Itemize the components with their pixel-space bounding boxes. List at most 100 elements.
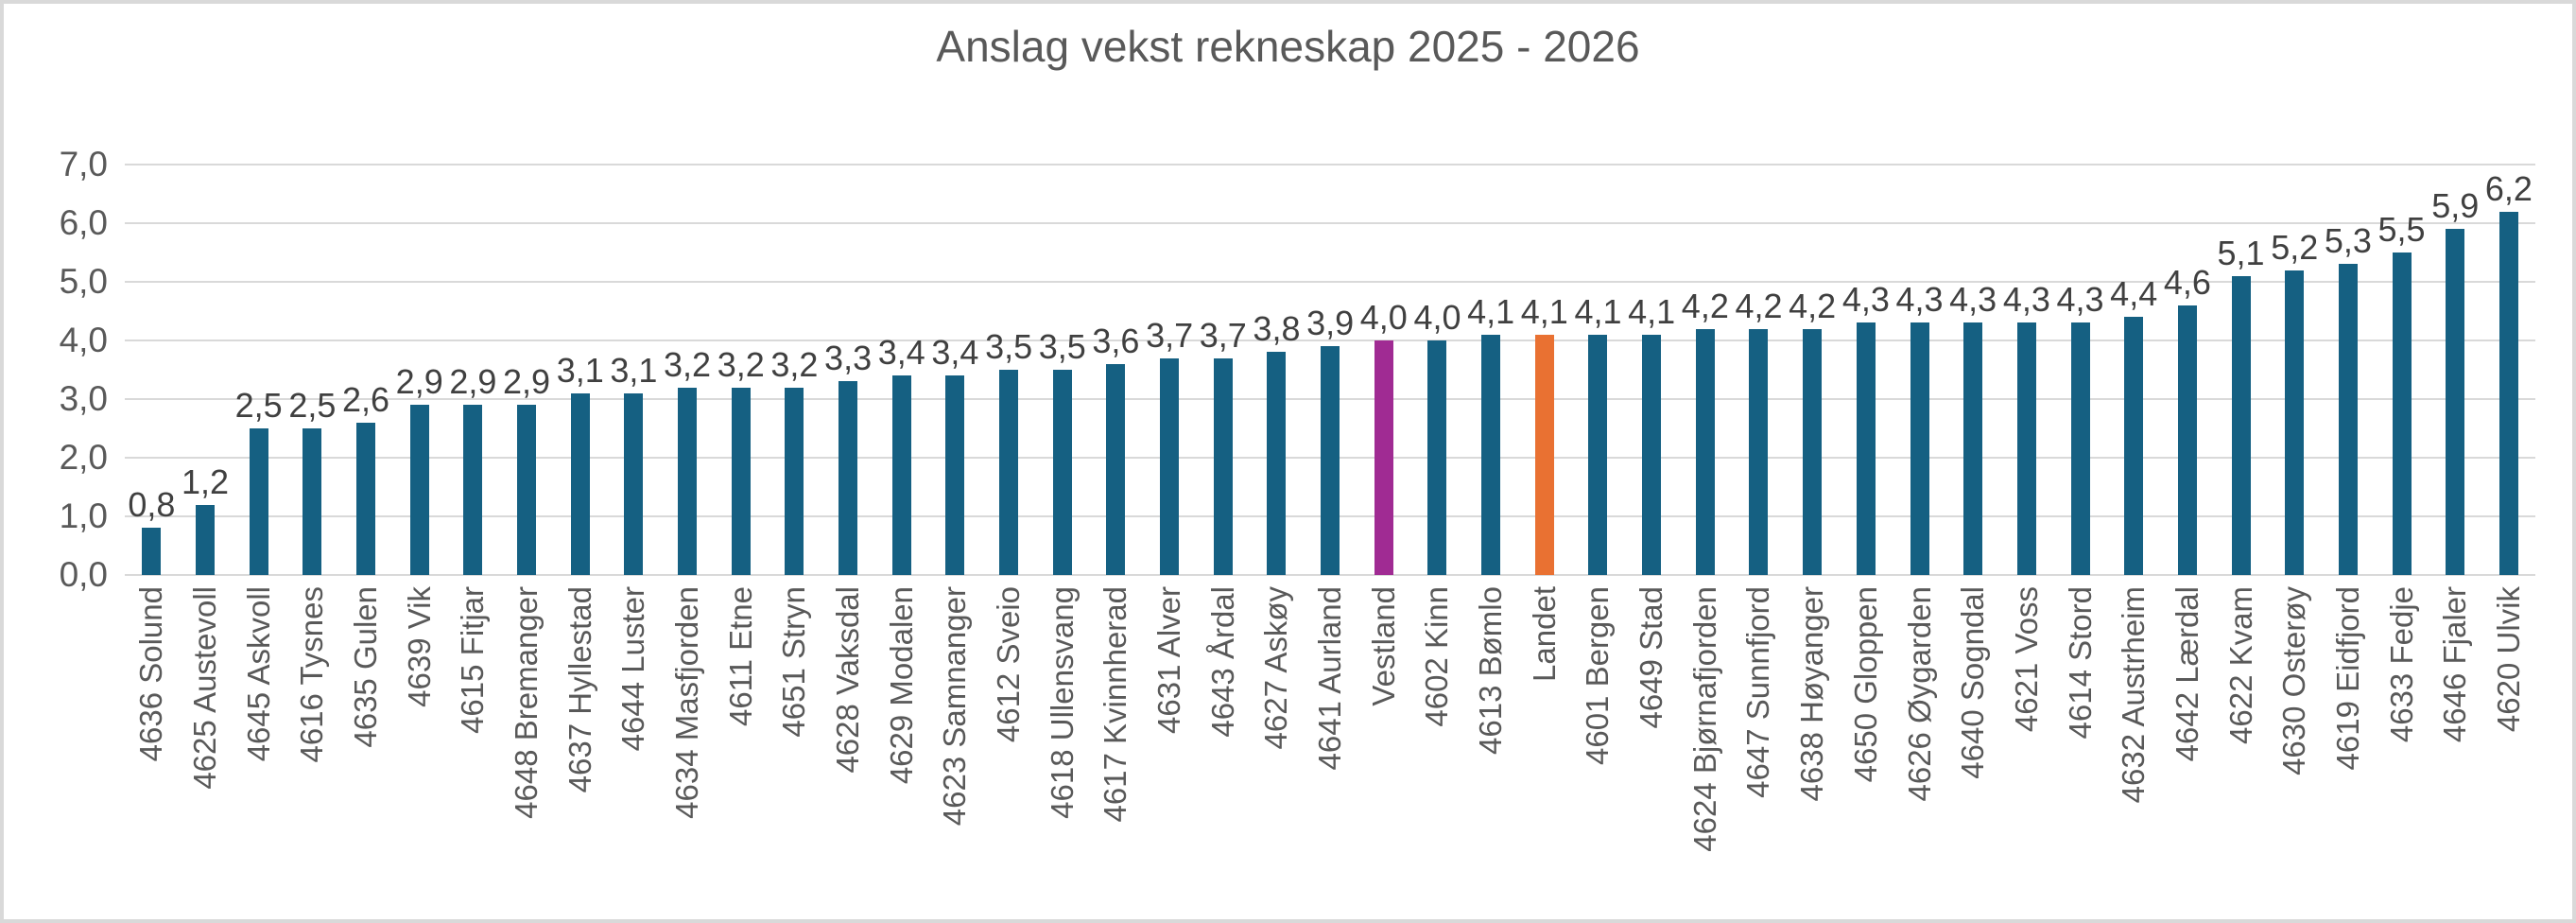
x-axis-tick-label: 4613 Bømlo — [1473, 586, 1509, 755]
bar-vestland — [1374, 340, 1393, 575]
x-axis-cell: 4630 Osterøy — [2268, 586, 2322, 852]
gridline — [125, 340, 2535, 341]
bar-4622-kvam — [2231, 275, 2251, 575]
x-axis-tick-label: 4602 Kinn — [1419, 586, 1455, 727]
x-axis-tick-label: 4647 Sunnfjord — [1740, 586, 1776, 798]
bar-value-label: 4,1 — [1574, 291, 1622, 331]
bar-4642-lærdal — [2177, 305, 2197, 575]
bar-value-label: 3,5 — [1038, 327, 1086, 366]
x-axis-cell: 4611 Etne — [714, 586, 768, 852]
bar-value-label: 4,2 — [1789, 286, 1837, 325]
bar-cell: 2,5 — [232, 165, 285, 575]
x-axis-tick-label: 4630 Osterøy — [2276, 586, 2312, 775]
bar-4635-gulen — [356, 422, 376, 575]
x-axis-tick-label: 4645 Askvoll — [240, 586, 276, 762]
bar-cell: 5,2 — [2268, 165, 2322, 575]
x-axis-cell: 4650 Gloppen — [1840, 586, 1893, 852]
bar-value-label: 4,6 — [2163, 262, 2211, 302]
x-axis-tick-label: 4636 Solund — [133, 586, 169, 762]
x-axis-cell: 4619 Eidfjord — [2322, 586, 2376, 852]
bar-value-label: 3,1 — [556, 350, 604, 390]
bar-cell: 2,6 — [339, 165, 393, 575]
y-axis-tick-label: 1,0 — [59, 496, 108, 535]
x-axis-cell: 4623 Samnanger — [928, 586, 982, 852]
bar-value-label: 4,3 — [1949, 280, 1997, 320]
x-axis-tick-label: 4617 Kvinnherad — [1098, 586, 1133, 823]
x-axis-cell: 4625 Austevoll — [179, 586, 233, 852]
x-axis-cell: 4615 Fitjar — [446, 586, 500, 852]
bar-cell: 3,3 — [821, 165, 875, 575]
bar-cell: 4,0 — [1357, 165, 1410, 575]
x-axis-cell: 4643 Årdal — [1196, 586, 1250, 852]
bar-value-label: 3,6 — [1092, 321, 1140, 360]
x-axis-cell: 4636 Solund — [125, 586, 179, 852]
x-axis-tick-label: 4619 Eidfjord — [2329, 586, 2365, 771]
bar-value-label: 4,3 — [1841, 280, 1890, 320]
bar-value-label: 4,1 — [1628, 291, 1676, 331]
bar-4650-gloppen — [1856, 322, 1876, 575]
x-axis-tick-label: 4651 Stryn — [776, 586, 812, 738]
x-axis-tick-label: 4621 Voss — [2008, 586, 2044, 733]
bar-value-label: 3,5 — [985, 327, 1033, 366]
x-axis-tick-label: 4644 Luster — [615, 586, 651, 752]
x-axis-cell: 4622 Kvam — [2214, 586, 2268, 852]
x-axis-cell: 4617 Kvinnherad — [1089, 586, 1143, 852]
plot-area: 0,8 1,2 2,5 2,5 2,6 2,9 2,9 2,9 3,1 3,1 3,2 3,2 3,2 3… — [125, 164, 2535, 576]
bar-4649-stad — [1642, 334, 1662, 575]
bar-cell: 4,2 — [1678, 165, 1732, 575]
bar-cell: 3,5 — [1035, 165, 1089, 575]
x-axis-cell: 4631 Alver — [1143, 586, 1197, 852]
bar-cell: 2,5 — [285, 165, 339, 575]
bar-value-label: 4,0 — [1413, 298, 1461, 337]
bar-value-label: 3,4 — [877, 333, 925, 373]
bar-value-label: 3,1 — [610, 350, 658, 390]
bar-cell: 4,1 — [1517, 165, 1571, 575]
x-axis-cell: 4640 Sogndal — [1946, 586, 2000, 852]
bar-4634-masfjorden — [678, 387, 698, 575]
x-axis-tick-label: 4634 Masfjorden — [669, 586, 705, 819]
bar-4625-austevoll — [196, 504, 215, 575]
x-axis-cell: 4641 Aurland — [1304, 586, 1357, 852]
bar-landet — [1534, 334, 1554, 575]
gridline — [125, 281, 2535, 283]
bar-4618-ullensvang — [1052, 370, 1072, 575]
y-axis-tick-label: 2,0 — [59, 438, 108, 477]
bar-4628-vaksdal — [838, 381, 858, 575]
x-axis-cell: 4624 Bjørnafjorden — [1678, 586, 1732, 852]
bar-cell: 4,3 — [1946, 165, 2000, 575]
bar-cell: 4,2 — [1732, 165, 1786, 575]
bar-cell: 3,4 — [928, 165, 982, 575]
y-axis-tick-label: 6,0 — [59, 203, 108, 242]
x-axis-cell: 4626 Øygarden — [1893, 586, 1946, 852]
bar-cell: 4,3 — [1840, 165, 1893, 575]
x-axis-cell: 4651 Stryn — [768, 586, 821, 852]
x-axis-cell: 4632 Austrheim — [2107, 586, 2161, 852]
bar-value-label: 1,2 — [181, 462, 230, 501]
bar-value-label: 2,9 — [503, 362, 551, 402]
bar-value-label: 3,8 — [1253, 309, 1301, 349]
x-axis-cell: 4627 Askøy — [1250, 586, 1304, 852]
bar-cell: 3,1 — [553, 165, 607, 575]
x-axis-tick-label: 4650 Gloppen — [1847, 586, 1883, 783]
bar-4637-hyllestad — [570, 392, 590, 575]
bar-cell: 3,2 — [768, 165, 821, 575]
x-axis-tick-label: 4628 Vaksdal — [830, 586, 866, 774]
bar-value-label: 5,1 — [2217, 233, 2265, 272]
x-axis-tick-label: 4646 Fjaler — [2437, 586, 2473, 743]
gridline — [125, 164, 2535, 165]
x-axis-cell: 4613 Bømlo — [1464, 586, 1518, 852]
y-axis-tick-label: 7,0 — [59, 145, 108, 183]
bar-value-label: 5,3 — [2324, 221, 2372, 261]
x-axis-cell: 4646 Fjaler — [2429, 586, 2482, 852]
x-axis-cell: 4649 Stad — [1625, 586, 1679, 852]
x-axis-tick-label: 4623 Samnanger — [937, 586, 973, 827]
x-axis-cell: Landet — [1517, 586, 1571, 852]
x-axis-cell: 4618 Ullensvang — [1035, 586, 1089, 852]
x-axis-tick-label: 4601 Bergen — [1580, 586, 1616, 765]
bar-value-label: 4,2 — [1735, 286, 1783, 325]
bar-4620-ulvik — [2498, 211, 2518, 575]
x-axis-tick-label: Landet — [1526, 586, 1562, 682]
bar-value-label: 3,3 — [824, 339, 873, 378]
x-axis-cell: 4637 Hyllestad — [553, 586, 607, 852]
bar-4601-bergen — [1588, 334, 1608, 575]
